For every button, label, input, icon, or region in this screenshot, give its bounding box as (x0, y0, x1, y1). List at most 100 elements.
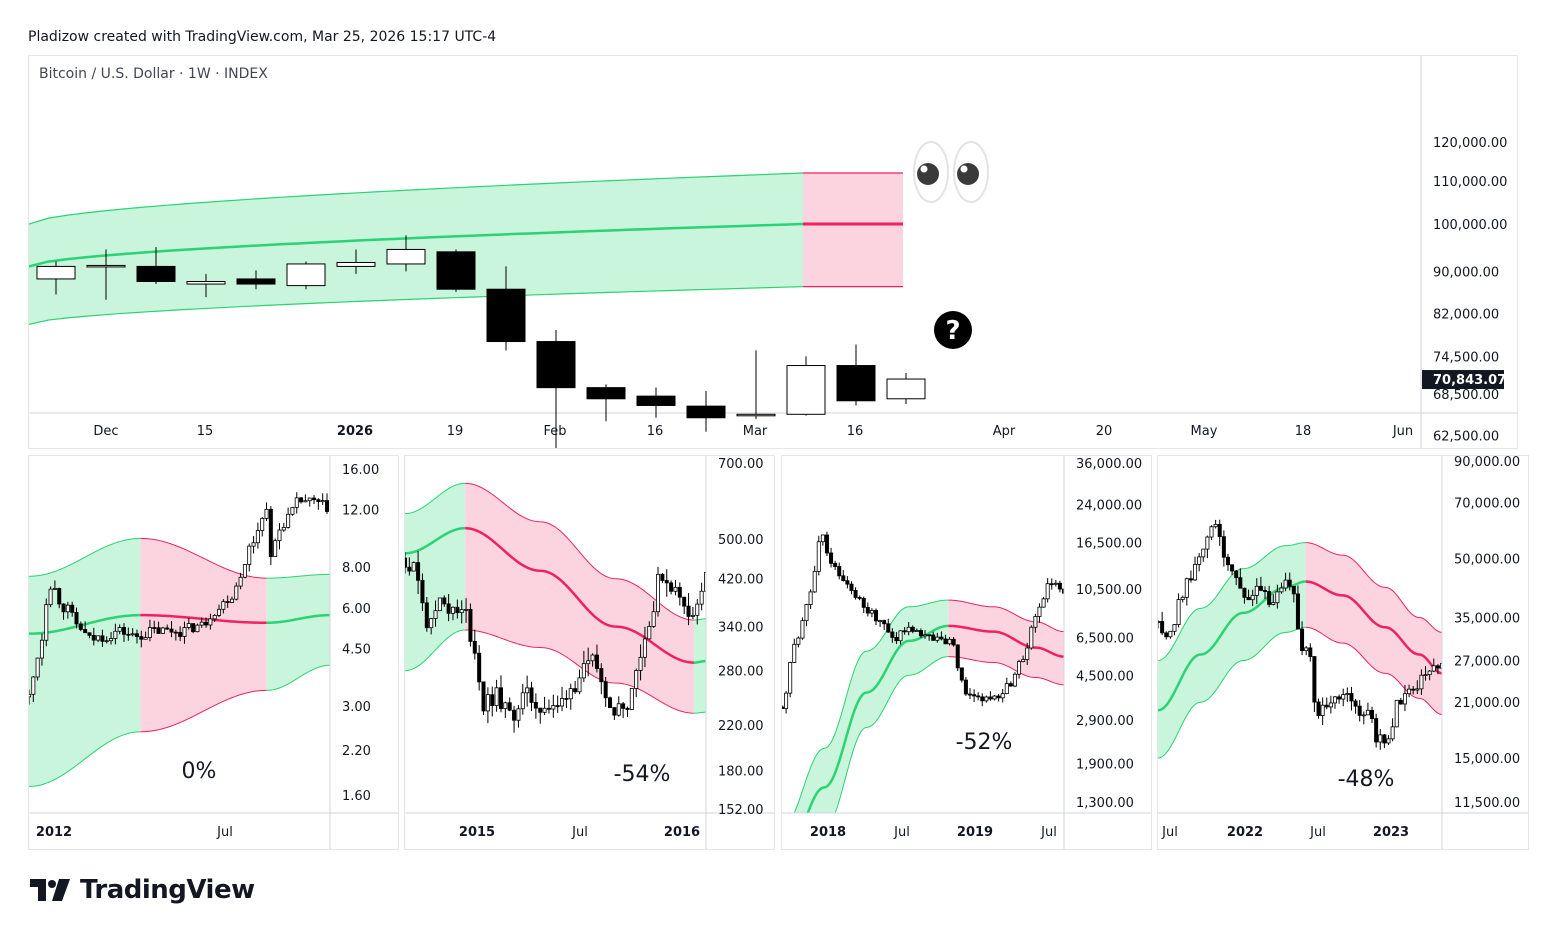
candle-body (336, 261, 376, 267)
price-candle-body (96, 635, 101, 641)
candle-body (786, 365, 826, 415)
eyes-emoji (913, 141, 989, 203)
price-candle-body (695, 603, 700, 616)
price-candle (1197, 553, 1202, 572)
price-candle-body (316, 499, 321, 503)
price-candle-body (525, 687, 530, 694)
price-series (782, 531, 1064, 714)
price-candle-body (599, 668, 604, 683)
chart-2012-svg[interactable]: 0% 16.00 12.00 8.00 6.00 4.50 3.00 2.20 1.60 2012… (29, 456, 398, 849)
price-candle-body (57, 588, 62, 605)
price-candle-body (898, 630, 903, 642)
main-chart-panel[interactable]: ? 120,000.00 110,000.00 100,000.00 90,000.00… (28, 55, 1518, 449)
y-tick-label: 120,000.00 (1433, 136, 1507, 151)
price-candle (31, 675, 36, 703)
price-candle-body (824, 534, 829, 554)
price-candle-body (420, 579, 425, 604)
x-tick-label: 2019 (957, 825, 993, 840)
price-candle (191, 623, 196, 634)
price-candle (281, 522, 286, 532)
price-candle-body (996, 695, 1001, 699)
price-candle (156, 621, 161, 634)
band-green-fill (794, 600, 949, 813)
price-candle-body (273, 540, 278, 558)
price-candle-body (841, 575, 846, 582)
price-candle (590, 653, 595, 667)
price-candle (247, 543, 252, 572)
x-tick-label: 19 (447, 424, 464, 439)
price-candle-body (656, 573, 661, 613)
price-candle (525, 675, 530, 707)
price-candle-body (1382, 734, 1387, 744)
price-candle (1057, 580, 1062, 593)
price-candle (1398, 698, 1403, 705)
tradingview-logo[interactable]: TradingView (30, 872, 255, 908)
y-tick-label: 1,300.00 (1076, 796, 1134, 811)
price-candle (625, 706, 630, 717)
price-candle-body (104, 640, 109, 643)
price-candle (316, 498, 321, 510)
price-candle-body (1324, 704, 1329, 708)
price-candle (182, 621, 187, 644)
price-candle (651, 601, 656, 628)
price-candle-body (1378, 734, 1383, 743)
band-green-fill (266, 574, 330, 691)
candle-body (886, 378, 926, 400)
price-candle-body (784, 692, 789, 710)
price-candle (682, 596, 687, 615)
price-candle-body (212, 614, 217, 620)
price-candle-body (1213, 523, 1218, 528)
price-candle-body (405, 557, 408, 568)
price-candle (1361, 711, 1366, 725)
band-mid-line (140, 613, 267, 625)
price-candle-body (673, 586, 678, 592)
chart-panel-2018[interactable]: -52% 36,000.00 24,000.00 16,500.00 10,500.00… (781, 455, 1152, 850)
y-tick-label: 35,000.00 (1454, 612, 1520, 627)
candle-body (386, 248, 426, 265)
price-candle-body (1394, 699, 1399, 728)
price-candle (542, 696, 547, 716)
price-candle (229, 596, 234, 603)
price-candle (1201, 548, 1206, 562)
x-tick-label: 16 (647, 424, 664, 439)
y-tick-label: 90,000.00 (1433, 265, 1499, 280)
price-candle (642, 626, 647, 668)
price-candle (804, 603, 809, 627)
chart-panel-2015[interactable]: -54% 700.00 500.00 420.00 340.00 280.00 220.00… (404, 455, 775, 850)
price-candle (1041, 596, 1046, 608)
y-tick-label: 68,500.00 (1433, 388, 1499, 403)
chart-2015-svg[interactable]: -54% 700.00 500.00 420.00 340.00 280.00 220.00… (405, 456, 774, 849)
price-candle (874, 608, 879, 625)
price-candle (1184, 577, 1189, 606)
price-candle-body (849, 583, 854, 591)
price-candle (951, 637, 956, 647)
main-chart-svg[interactable]: ? 120,000.00 110,000.00 100,000.00 90,000.00… (29, 56, 1517, 448)
price-candle-body (1234, 570, 1239, 579)
price-candle (178, 626, 183, 642)
price-candle (869, 608, 874, 618)
price-candle (477, 645, 482, 691)
chart-2018-svg[interactable]: -52% 36,000.00 24,000.00 16,500.00 10,500.00… (782, 456, 1151, 849)
price-candle-body (669, 582, 674, 592)
price-candle-body (882, 620, 887, 625)
chart-panel-2022[interactable]: -48% 90,000.00 70,000.00 50,000.00 35,000.00… (1157, 455, 1529, 850)
price-candle-body (1188, 578, 1193, 581)
eye-pupil (957, 163, 979, 185)
price-candle (1008, 681, 1013, 687)
price-candle (538, 707, 543, 724)
price-candle (1176, 593, 1181, 628)
candle-body (186, 280, 226, 285)
price-candle-body (800, 620, 805, 639)
chart-panel-2012[interactable]: 0% 16.00 12.00 8.00 6.00 4.50 3.00 2.20 1.60 2012… (28, 455, 399, 850)
price-candle-body (191, 623, 196, 633)
price-candle-body (1271, 602, 1276, 605)
price-candle-body (1431, 665, 1436, 672)
price-candle-body (1033, 616, 1038, 628)
price-candle (988, 691, 993, 701)
band-upper-line (948, 599, 1064, 633)
candle-body (736, 413, 776, 417)
chart-2022-svg[interactable]: -48% 90,000.00 70,000.00 50,000.00 35,000.00… (1158, 456, 1528, 849)
price-candle (1378, 729, 1383, 750)
price-candle-body (277, 529, 282, 542)
price-candle (616, 696, 621, 717)
